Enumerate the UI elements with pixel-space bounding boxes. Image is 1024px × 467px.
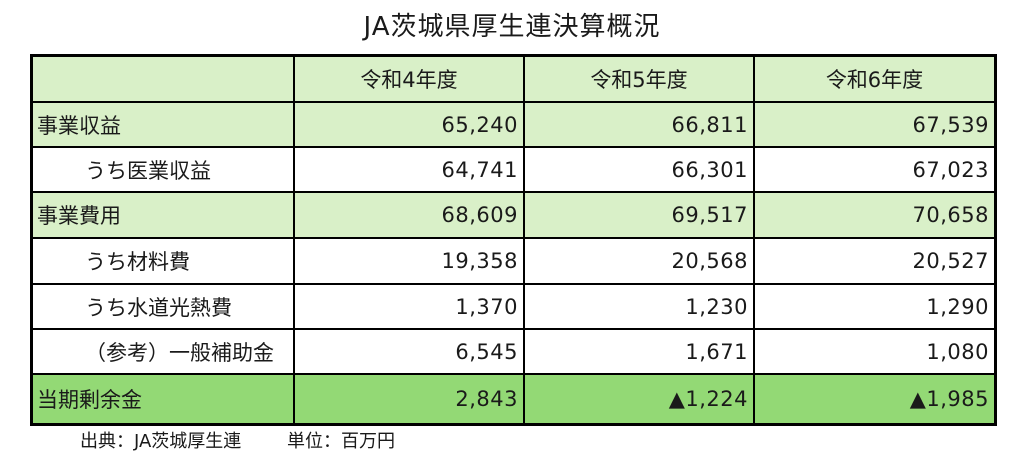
table-cell: 64,741 xyxy=(295,148,525,193)
table-cell: 66,811 xyxy=(525,103,755,148)
table-cell: 20,568 xyxy=(525,239,755,285)
table-cell: ▲1,224 xyxy=(525,375,755,423)
table-cell: ▲1,985 xyxy=(755,375,994,423)
column-header-fy6: 令和6年度 xyxy=(755,57,994,103)
table-cell: 1,671 xyxy=(525,330,755,375)
table-cell: 65,240 xyxy=(295,103,525,148)
column-header-fy5: 令和5年度 xyxy=(525,57,755,103)
row-label-utility-costs: うち水道光熱費 xyxy=(33,285,295,330)
row-label-operating-expenses: 事業費用 xyxy=(33,193,295,239)
row-label-operating-revenue: 事業収益 xyxy=(33,103,295,148)
table-cell: 69,517 xyxy=(525,193,755,239)
page-title: JA茨城県厚生連決算概況 xyxy=(363,12,661,42)
table-cell: 67,023 xyxy=(755,148,994,193)
table-cell: 2,843 xyxy=(295,375,525,423)
table-cell: 1,290 xyxy=(755,285,994,330)
row-label-general-subsidy: （参考）一般補助金 xyxy=(33,330,295,375)
table-cell: 67,539 xyxy=(755,103,994,148)
table-cell: 19,358 xyxy=(295,239,525,285)
source-note: 出典：JA茨城厚生連 xyxy=(80,431,242,452)
table-cell: 1,370 xyxy=(295,285,525,330)
financial-summary-table: 令和4年度 令和5年度 令和6年度 事業収益 65,240 66,811 67,… xyxy=(30,54,997,426)
row-label-net-surplus: 当期剰余金 xyxy=(33,375,295,423)
table-cell: 70,658 xyxy=(755,193,994,239)
column-header-fy4: 令和4年度 xyxy=(295,57,525,103)
table-cell: 6,545 xyxy=(295,330,525,375)
row-label-material-costs: うち材料費 xyxy=(33,239,295,285)
table-header-blank xyxy=(33,57,295,103)
table-cell: 68,609 xyxy=(295,193,525,239)
table-cell: 1,230 xyxy=(525,285,755,330)
unit-note: 単位：百万円 xyxy=(287,431,396,452)
row-label-medical-revenue: うち医業収益 xyxy=(33,148,295,193)
table-cell: 20,527 xyxy=(755,239,994,285)
footer-note: 出典：JA茨城厚生連 単位：百万円 xyxy=(80,428,395,456)
table-cell: 1,080 xyxy=(755,330,994,375)
table-cell: 66,301 xyxy=(525,148,755,193)
